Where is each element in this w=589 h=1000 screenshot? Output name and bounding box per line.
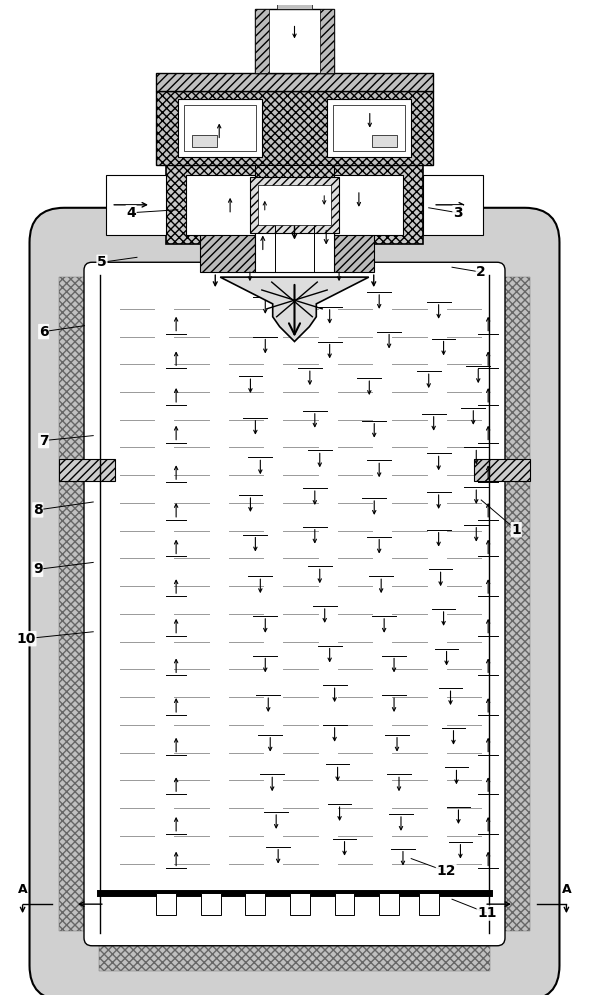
Text: 6: 6 — [39, 325, 48, 339]
Bar — [255, 9, 269, 73]
Bar — [492, 277, 530, 931]
Text: 12: 12 — [436, 864, 456, 878]
Text: 1: 1 — [511, 523, 521, 537]
Bar — [255, 9, 334, 73]
Bar — [474, 459, 530, 481]
Bar — [156, 893, 176, 915]
Polygon shape — [220, 277, 369, 342]
Text: 9: 9 — [33, 562, 42, 576]
Bar — [59, 277, 97, 931]
Bar — [333, 105, 405, 151]
Bar — [250, 177, 339, 233]
Bar — [290, 893, 310, 915]
FancyBboxPatch shape — [84, 262, 505, 946]
Bar — [178, 99, 262, 157]
Bar — [258, 185, 331, 225]
Bar — [166, 165, 423, 244]
Bar — [246, 893, 265, 915]
Text: A: A — [18, 883, 28, 896]
Text: 8: 8 — [33, 503, 42, 517]
Text: 5: 5 — [97, 255, 107, 269]
Bar — [320, 9, 334, 73]
Bar — [99, 933, 490, 971]
Text: A: A — [561, 883, 571, 896]
Bar — [334, 175, 403, 235]
Bar — [193, 135, 217, 147]
Bar — [201, 893, 221, 915]
Text: 10: 10 — [16, 632, 36, 646]
Bar — [372, 135, 396, 147]
Bar — [156, 73, 433, 91]
Bar — [334, 218, 374, 272]
Bar — [106, 175, 166, 235]
Text: 2: 2 — [477, 265, 486, 279]
Bar — [186, 175, 255, 235]
Bar — [423, 175, 483, 235]
Bar — [335, 893, 355, 915]
Text: 4: 4 — [126, 206, 136, 220]
Text: 7: 7 — [39, 434, 48, 448]
Bar — [255, 218, 334, 272]
Bar — [327, 99, 411, 157]
Bar — [379, 893, 399, 915]
Text: 11: 11 — [477, 906, 497, 920]
FancyBboxPatch shape — [29, 208, 560, 1000]
Bar — [200, 218, 255, 272]
Bar — [59, 459, 115, 481]
Bar — [277, 1, 312, 9]
Bar — [419, 893, 439, 915]
Text: 3: 3 — [453, 206, 463, 220]
Bar — [184, 105, 256, 151]
Bar — [156, 91, 433, 165]
Bar — [255, 165, 334, 244]
